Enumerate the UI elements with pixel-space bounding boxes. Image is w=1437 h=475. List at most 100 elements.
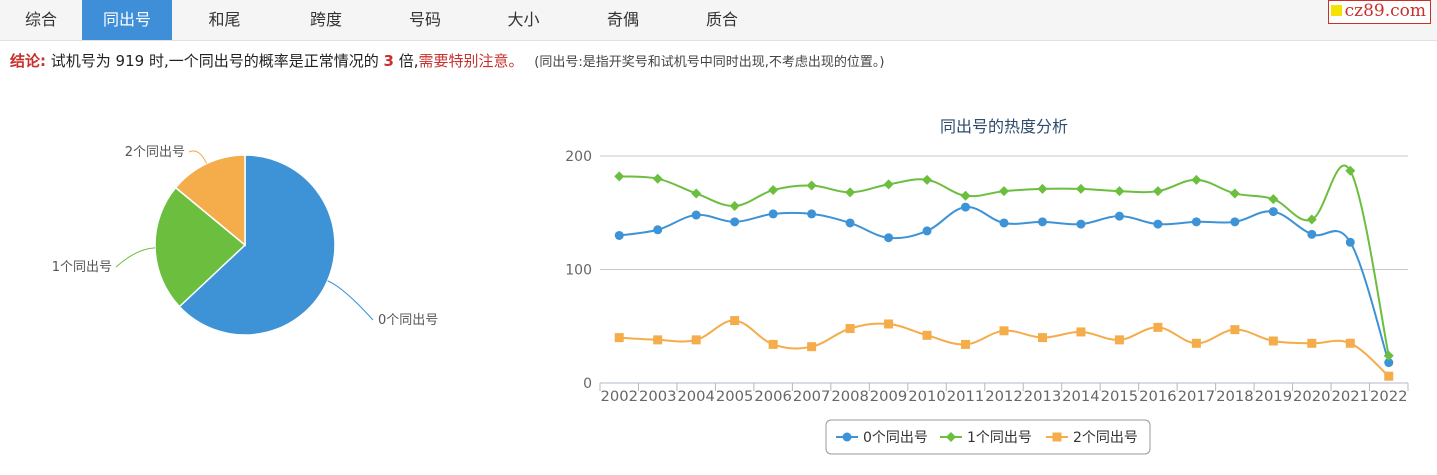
series-0-point[interactable] (1307, 229, 1317, 239)
tab-size[interactable]: 大小 (507, 10, 540, 29)
tab-prime-composite[interactable]: 质合 (705, 10, 738, 29)
series-2-point[interactable] (1268, 336, 1278, 346)
x-tick-label: 2002 (600, 389, 638, 405)
x-tick-label: 2019 (1255, 389, 1293, 405)
legend-marker[interactable] (1052, 432, 1062, 442)
series-0-point[interactable] (1230, 217, 1240, 227)
series-0-point[interactable] (768, 209, 778, 219)
series-0-point[interactable] (1114, 211, 1124, 221)
series-2-point[interactable] (807, 342, 817, 352)
conclusion-text: 试机号为 919 时,一个同出号的概率是正常情况的 (50, 52, 379, 70)
series-2-point[interactable] (1153, 322, 1163, 332)
series-1-point[interactable] (1037, 183, 1048, 194)
pie-leader-line (327, 280, 374, 321)
series-2-point[interactable] (845, 324, 855, 334)
series-2-point[interactable] (1076, 327, 1086, 337)
series-1-point[interactable] (1345, 165, 1356, 176)
series-2-point[interactable] (1230, 325, 1240, 335)
site-logo[interactable]: cz89.com (1327, 0, 1431, 24)
series-1-point[interactable] (729, 200, 740, 211)
series-2-point[interactable] (1345, 338, 1355, 348)
series-2-point[interactable] (691, 335, 701, 345)
series-0-point[interactable] (1268, 207, 1278, 217)
series-2-point[interactable] (768, 339, 778, 349)
series-0-point[interactable] (922, 226, 932, 236)
series-0-point[interactable] (730, 217, 740, 227)
series-0-point[interactable] (807, 209, 817, 219)
legend-item[interactable]: 0个同出号 (863, 430, 928, 446)
series-2-point[interactable] (922, 330, 932, 340)
legend-marker[interactable] (946, 432, 956, 442)
series-2-point[interactable] (653, 335, 663, 345)
series-1-point[interactable] (1114, 186, 1125, 197)
series-1-point[interactable] (768, 185, 779, 196)
series-1-point[interactable] (922, 174, 933, 185)
series-1-point[interactable] (1075, 183, 1086, 194)
x-tick-label: 2020 (1293, 389, 1331, 405)
series-1-point[interactable] (999, 186, 1009, 197)
series-1-point[interactable] (1152, 186, 1163, 197)
series-0-point[interactable] (614, 230, 624, 240)
tab-number[interactable]: 号码 (408, 10, 441, 29)
tab-sum-tail[interactable]: 和尾 (208, 10, 241, 29)
series-2-point[interactable] (614, 333, 624, 343)
series-2-point[interactable] (1191, 338, 1201, 348)
legend-item[interactable]: 1个同出号 (967, 430, 1032, 446)
series-0-point[interactable] (691, 210, 701, 220)
series-1-point[interactable] (614, 171, 625, 182)
series-2-point[interactable] (1307, 338, 1317, 348)
legend-marker[interactable] (842, 432, 852, 442)
tab-span[interactable]: 跨度 (309, 10, 342, 29)
tab-odd-even[interactable]: 奇偶 (606, 10, 639, 29)
series-2-point[interactable] (1114, 335, 1124, 345)
series-1-point[interactable] (960, 190, 971, 201)
series-0-point[interactable] (653, 225, 663, 235)
series-2-point[interactable] (1037, 333, 1047, 343)
series-2-point[interactable] (999, 326, 1009, 336)
series-1-point[interactable] (1268, 194, 1279, 205)
y-tick-label: 0 (583, 376, 592, 392)
series-0-point[interactable] (845, 218, 855, 228)
series-0-point[interactable] (1037, 217, 1047, 227)
series-0-point[interactable] (961, 202, 971, 212)
series-0-point[interactable] (1384, 358, 1394, 368)
series-1-point[interactable] (845, 187, 856, 198)
series-1-point[interactable] (1383, 350, 1394, 361)
x-tick-label: 2021 (1332, 389, 1370, 405)
tab-same-number[interactable]: 同出号 (82, 0, 172, 40)
x-tick-label: 2015 (1101, 389, 1139, 405)
series-0-point[interactable] (1153, 219, 1163, 229)
series-1-point[interactable] (806, 180, 817, 191)
series-1-point[interactable] (652, 173, 663, 184)
conclusion-note: (同出号:是指开奖号和试机号中同时出现,不考虑出现的位置。) (534, 55, 885, 70)
x-tick-label: 2022 (1370, 389, 1408, 405)
series-0-point[interactable] (884, 233, 894, 243)
pie-slice-2[interactable] (174, 154, 246, 247)
series-1-point[interactable] (1306, 214, 1317, 225)
conclusion-multiple: 3 (383, 52, 394, 70)
pie-leader-line (115, 247, 156, 268)
series-2-point[interactable] (884, 319, 894, 329)
series-0-point[interactable] (1345, 237, 1355, 247)
pie-slice-1[interactable] (154, 186, 247, 308)
x-tick-label: 2014 (1062, 389, 1100, 405)
series-0-point[interactable] (999, 218, 1009, 228)
series-1-point[interactable] (691, 188, 702, 199)
series-2-point[interactable] (961, 339, 971, 349)
series-0-point[interactable] (1076, 219, 1086, 229)
pie-chart: 0个同出号 1个同出号 2个同出号 (52, 145, 438, 336)
tab-bar: 综合 同出号 和尾 跨度 号码 大小 奇偶 质合 cz89.com (0, 0, 1437, 41)
tab-comprehensive[interactable]: 综合 (24, 10, 57, 29)
series-2-point[interactable] (1384, 371, 1394, 381)
x-tick-label: 2005 (716, 389, 754, 405)
series-2-point[interactable] (730, 316, 740, 326)
series-1-point[interactable] (883, 179, 894, 190)
series-1-point[interactable] (1191, 174, 1202, 185)
legend-item[interactable]: 2个同出号 (1073, 430, 1138, 446)
pie-leader-line (188, 150, 208, 164)
series-line-1 (619, 164, 1390, 356)
series-1-point[interactable] (1229, 188, 1240, 199)
x-tick-label: 2013 (1024, 389, 1062, 405)
conclusion-warning: 需要特别注意。 (418, 52, 524, 70)
series-0-point[interactable] (1191, 217, 1201, 227)
